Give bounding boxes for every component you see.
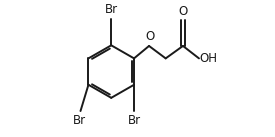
Text: Br: Br bbox=[128, 114, 141, 127]
Text: Br: Br bbox=[73, 114, 86, 127]
Text: Br: Br bbox=[105, 3, 118, 16]
Text: O: O bbox=[178, 5, 188, 18]
Text: O: O bbox=[145, 30, 154, 43]
Text: OH: OH bbox=[200, 52, 218, 65]
